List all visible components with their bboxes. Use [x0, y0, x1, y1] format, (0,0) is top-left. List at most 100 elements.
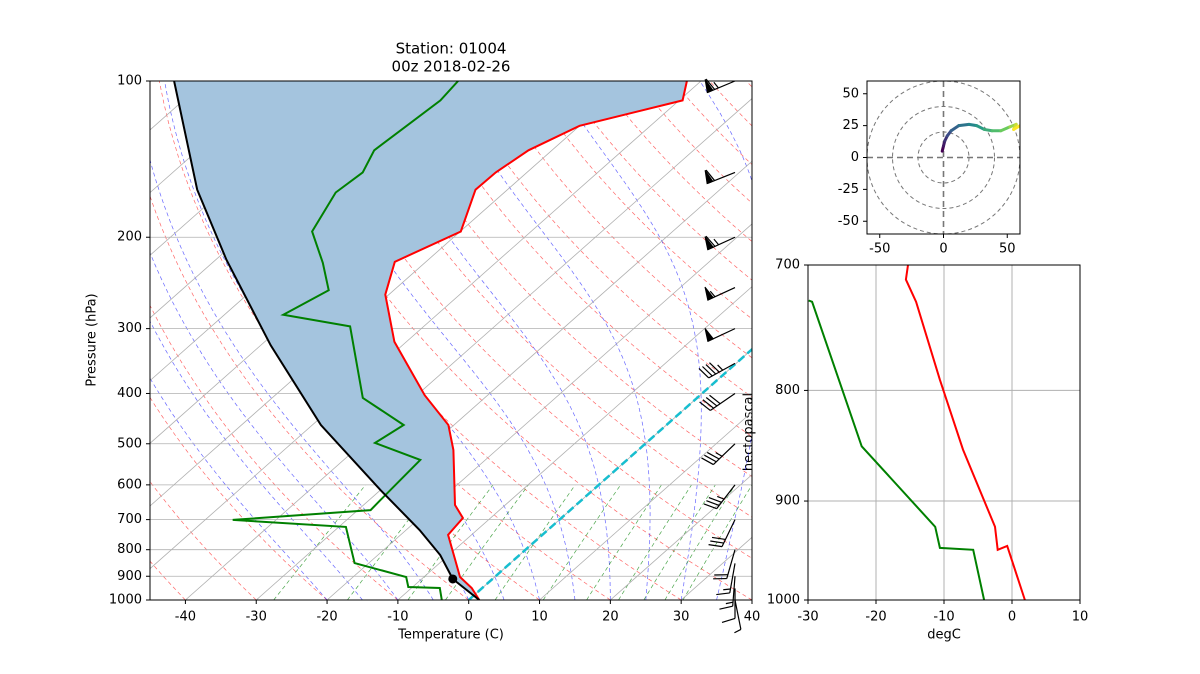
barb-full	[705, 78, 716, 90]
x-tick-label: -50	[869, 242, 890, 257]
barb-half	[717, 495, 725, 500]
hodograph-segment	[999, 125, 1012, 133]
x-tick-label: -10	[387, 610, 408, 625]
hodograph-plot	[867, 81, 1020, 234]
wind-barb	[719, 576, 736, 610]
x-tick-label: -20	[865, 610, 886, 625]
barb-full	[702, 366, 713, 377]
barb-full	[699, 401, 711, 411]
x-tick-label: 0	[1008, 610, 1016, 625]
barb-full	[705, 364, 717, 375]
barb-flag	[704, 170, 714, 185]
wind-barb	[721, 588, 736, 624]
moist-adiabat	[699, 81, 752, 600]
dry-adiabat	[269, 81, 752, 600]
barb-full	[719, 605, 733, 610]
wind-barb	[734, 599, 742, 634]
y-tick-label: 300	[117, 321, 142, 336]
barb-flag	[704, 327, 715, 343]
x-tick-label: -40	[175, 610, 196, 625]
x-tick-label: -30	[246, 610, 267, 625]
barb-half	[717, 364, 724, 371]
wind-barb	[704, 327, 736, 343]
profile-line	[904, 265, 1026, 600]
dry-adiabat	[379, 81, 752, 478]
x-tick-label: 20	[602, 610, 619, 625]
moist-adiabat	[358, 81, 611, 600]
mixing-ratio-line	[445, 484, 529, 600]
wind-barb	[699, 392, 736, 411]
dry-adiabat	[452, 81, 752, 398]
y-tick-label: 800	[775, 383, 800, 398]
moist-adiabat	[150, 320, 363, 600]
y-axis-label: Pressure (hPa)	[85, 293, 100, 386]
chart-subtitle: 00z 2018-02-26	[392, 58, 511, 76]
y-axis-label: hectopascal	[742, 393, 757, 471]
barb-flag	[704, 79, 714, 94]
wind-barb	[704, 235, 736, 251]
y-tick-label: 900	[117, 569, 142, 584]
grid-line	[539, 411, 752, 600]
axes-frame	[149, 80, 753, 601]
y-tick-label: 400	[117, 386, 142, 401]
barb-staff	[729, 563, 736, 594]
dry-adiabat	[150, 481, 257, 600]
barb-full	[698, 368, 710, 379]
wind-barb	[716, 563, 736, 596]
grid-line	[468, 348, 752, 600]
x-tick-label: 10	[531, 610, 548, 625]
barb-staff	[712, 443, 736, 465]
barb-full	[716, 592, 730, 596]
profile-line	[232, 81, 459, 600]
y-tick-label: 0	[851, 150, 859, 165]
barb-full	[708, 544, 723, 548]
grid-line	[397, 286, 752, 600]
x-tick-label: 0	[465, 610, 473, 625]
y-tick-label: 800	[117, 542, 142, 557]
dry-adiabat	[150, 560, 186, 600]
barb-half	[713, 81, 719, 89]
barb-staff	[726, 549, 736, 579]
x-axis-label: degC	[927, 628, 961, 643]
isotherm	[150, 81, 277, 194]
moist-adiabat	[442, 81, 651, 600]
grid-line	[610, 474, 752, 600]
moist-adiabat	[150, 158, 434, 600]
barb-full	[703, 503, 717, 510]
barb-full	[705, 397, 718, 407]
hodograph-segment	[1012, 124, 1020, 131]
profile-line	[384, 81, 688, 600]
wind-barb	[701, 443, 736, 466]
barb-staff	[732, 576, 736, 607]
moist-adiabat	[164, 81, 470, 600]
wind-barb	[713, 549, 736, 580]
profile-plot	[808, 265, 1080, 600]
moist-adiabat	[150, 251, 399, 600]
profile-line	[808, 299, 986, 600]
shaded-area	[174, 81, 687, 600]
grid-line	[255, 160, 752, 600]
barb-full	[704, 454, 717, 463]
barb-flag	[704, 286, 714, 301]
x-tick-label: 30	[673, 610, 690, 625]
x-tick-label: 10	[1072, 610, 1089, 625]
x-tick-label: 40	[744, 610, 761, 625]
grid-line	[185, 98, 752, 600]
barb-staff	[708, 362, 736, 379]
barb-full	[709, 362, 720, 373]
mixing-ratio-line	[407, 484, 494, 600]
wind-barb	[703, 484, 736, 510]
barb-full	[721, 617, 736, 624]
x-tick-label: 50	[999, 242, 1016, 257]
barb-half	[715, 452, 723, 457]
skewt-plot	[150, 81, 752, 600]
barb-full	[706, 500, 720, 507]
x-tick-label: 0	[939, 242, 947, 257]
y-tick-label: 900	[775, 494, 800, 509]
chart-title: Station: 01004	[396, 40, 507, 58]
barb-half	[723, 588, 731, 591]
wind-barb	[708, 519, 736, 548]
barb-full	[705, 169, 716, 181]
y-tick-label: 1000	[767, 593, 800, 608]
